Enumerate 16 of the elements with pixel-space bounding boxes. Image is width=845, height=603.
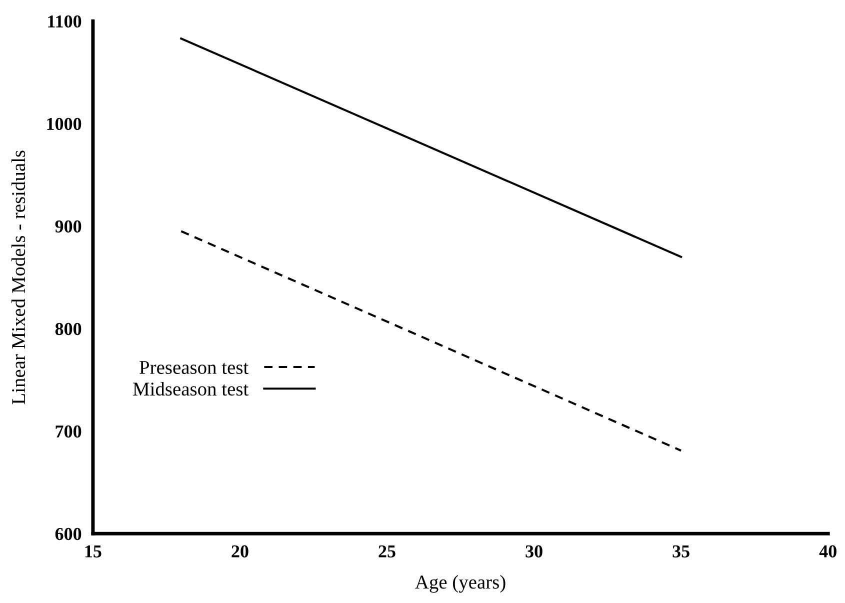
x-tick-label: 15 — [85, 545, 102, 558]
y-axis-title: Linear Mixed Models - residuals — [11, 150, 26, 404]
x-tick-label: 25 — [378, 545, 396, 558]
legend-label: Midseason test — [133, 382, 249, 396]
x-tick-label: 35 — [672, 545, 690, 558]
y-tick-label: 900 — [55, 220, 82, 233]
y-tick-label: 1000 — [47, 118, 82, 130]
x-tick-label: 30 — [526, 545, 542, 558]
y-tick-label: 600 — [55, 528, 82, 540]
x-tick-label: 20 — [232, 545, 248, 558]
x-tick-label: 40 — [819, 545, 836, 558]
y-tick-label: 1100 — [48, 15, 82, 28]
y-tick-label: 700 — [56, 425, 82, 438]
legend-label: Preseason test — [140, 361, 249, 374]
y-tick-label: 800 — [55, 322, 82, 336]
x-axis-title: Age (years) — [415, 575, 506, 593]
